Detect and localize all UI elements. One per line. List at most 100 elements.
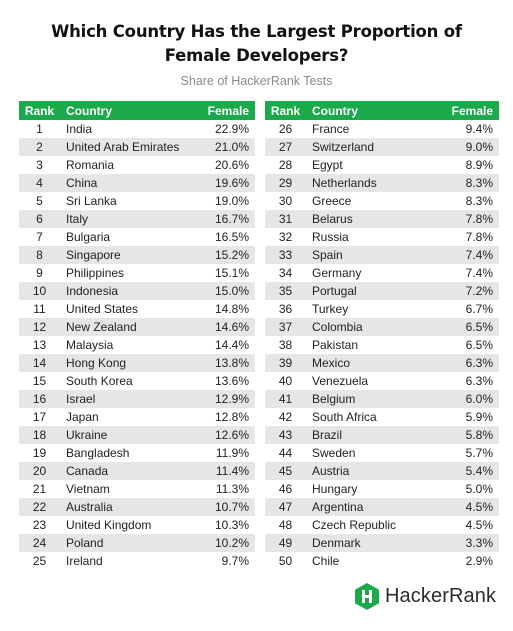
female-share-cell: 9.4% xyxy=(434,120,499,138)
country-cell: Hong Kong xyxy=(60,354,188,372)
country-cell: Czech Republic xyxy=(306,516,434,534)
table-row: 18 Ukraine 12.6% xyxy=(19,426,255,444)
table-row: 8 Singapore 15.2% xyxy=(19,246,255,264)
female-share-cell: 11.9% xyxy=(188,444,255,462)
table-row: 34 Germany 7.4% xyxy=(265,264,499,282)
rank-cell: 25 xyxy=(19,552,60,570)
female-share-cell: 20.6% xyxy=(188,156,255,174)
female-column-header: Female xyxy=(434,101,499,120)
rank-cell: 26 xyxy=(265,120,306,138)
rank-cell: 7 xyxy=(19,228,60,246)
rank-cell: 17 xyxy=(19,408,60,426)
rank-cell: 39 xyxy=(265,354,306,372)
country-cell: Spain xyxy=(306,246,434,264)
rank-cell: 22 xyxy=(19,498,60,516)
country-cell: United States xyxy=(60,300,188,318)
table-row: 24 Poland 10.2% xyxy=(19,534,255,552)
table-row: 11 United States 14.8% xyxy=(19,300,255,318)
country-cell: Germany xyxy=(306,264,434,282)
rank-cell: 47 xyxy=(265,498,306,516)
female-share-cell: 6.3% xyxy=(434,372,499,390)
rank-cell: 34 xyxy=(265,264,306,282)
country-cell: South Africa xyxy=(306,408,434,426)
hackerrank-logo-icon xyxy=(355,583,379,610)
country-cell: Mexico xyxy=(306,354,434,372)
rank-cell: 33 xyxy=(265,246,306,264)
table-row: 22 Australia 10.7% xyxy=(19,498,255,516)
female-share-cell: 21.0% xyxy=(188,138,255,156)
table-row: 33 Spain 7.4% xyxy=(265,246,499,264)
female-share-cell: 19.0% xyxy=(188,192,255,210)
rank-column-header: Rank xyxy=(19,101,60,120)
table-row: 32 Russia 7.8% xyxy=(265,228,499,246)
country-cell: Chile xyxy=(306,552,434,570)
female-share-cell: 5.7% xyxy=(434,444,499,462)
table-row: 6 Italy 16.7% xyxy=(19,210,255,228)
rank-cell: 37 xyxy=(265,318,306,336)
country-cell: Bangladesh xyxy=(60,444,188,462)
country-cell: New Zealand xyxy=(60,318,188,336)
table-row: 38 Pakistan 6.5% xyxy=(265,336,499,354)
chart-title-line-1: Which Country Has the Largest Proportion… xyxy=(51,22,462,41)
female-share-cell: 22.9% xyxy=(188,120,255,138)
female-share-cell: 3.3% xyxy=(434,534,499,552)
female-share-cell: 5.9% xyxy=(434,408,499,426)
female-share-cell: 12.6% xyxy=(188,426,255,444)
ranking-table-right: Rank Country Female 26 France 9.4% 27 Switze… xyxy=(265,101,499,570)
table-row: 26 France 9.4% xyxy=(265,120,499,138)
country-cell: Israel xyxy=(60,390,188,408)
table-row: 49 Denmark 3.3% xyxy=(265,534,499,552)
table-row: 44 Sweden 5.7% xyxy=(265,444,499,462)
table-row: 13 Malaysia 14.4% xyxy=(19,336,255,354)
country-cell: Indonesia xyxy=(60,282,188,300)
country-cell: Austria xyxy=(306,462,434,480)
rank-cell: 16 xyxy=(19,390,60,408)
country-cell: Ukraine xyxy=(60,426,188,444)
table-row: 23 United Kingdom 10.3% xyxy=(19,516,255,534)
table-row: 17 Japan 12.8% xyxy=(19,408,255,426)
table-row: 35 Portugal 7.2% xyxy=(265,282,499,300)
country-cell: Sweden xyxy=(306,444,434,462)
female-share-cell: 8.9% xyxy=(434,156,499,174)
rank-cell: 31 xyxy=(265,210,306,228)
female-share-cell: 4.5% xyxy=(434,516,499,534)
table-row: 42 South Africa 5.9% xyxy=(265,408,499,426)
country-cell: Ireland xyxy=(60,552,188,570)
rank-cell: 4 xyxy=(19,174,60,192)
female-share-cell: 14.4% xyxy=(188,336,255,354)
table-row: 29 Netherlands 8.3% xyxy=(265,174,499,192)
table-row: 27 Switzerland 9.0% xyxy=(265,138,499,156)
country-cell: Argentina xyxy=(306,498,434,516)
table-row: 40 Venezuela 6.3% xyxy=(265,372,499,390)
female-share-cell: 10.3% xyxy=(188,516,255,534)
female-share-cell: 14.6% xyxy=(188,318,255,336)
female-share-cell: 6.5% xyxy=(434,336,499,354)
country-cell: China xyxy=(60,174,188,192)
rank-cell: 48 xyxy=(265,516,306,534)
table-row: 46 Hungary 5.0% xyxy=(265,480,499,498)
rank-cell: 13 xyxy=(19,336,60,354)
country-cell: Portugal xyxy=(306,282,434,300)
table-header-row: Rank Country Female xyxy=(19,101,255,120)
rank-cell: 50 xyxy=(265,552,306,570)
country-cell: Singapore xyxy=(60,246,188,264)
female-share-cell: 10.2% xyxy=(188,534,255,552)
table-row: 19 Bangladesh 11.9% xyxy=(19,444,255,462)
country-cell: Denmark xyxy=(306,534,434,552)
country-cell: Greece xyxy=(306,192,434,210)
country-cell: Switzerland xyxy=(306,138,434,156)
rank-cell: 10 xyxy=(19,282,60,300)
rank-cell: 43 xyxy=(265,426,306,444)
rank-cell: 21 xyxy=(19,480,60,498)
female-share-cell: 19.6% xyxy=(188,174,255,192)
rank-cell: 27 xyxy=(265,138,306,156)
table-row: 16 Israel 12.9% xyxy=(19,390,255,408)
female-share-cell: 8.3% xyxy=(434,174,499,192)
female-share-cell: 12.8% xyxy=(188,408,255,426)
country-cell: Philippines xyxy=(60,264,188,282)
table-row: 28 Egypt 8.9% xyxy=(265,156,499,174)
table-row: 2 United Arab Emirates 21.0% xyxy=(19,138,255,156)
table-row: 36 Turkey 6.7% xyxy=(265,300,499,318)
female-share-cell: 6.3% xyxy=(434,354,499,372)
country-cell: Sri Lanka xyxy=(60,192,188,210)
